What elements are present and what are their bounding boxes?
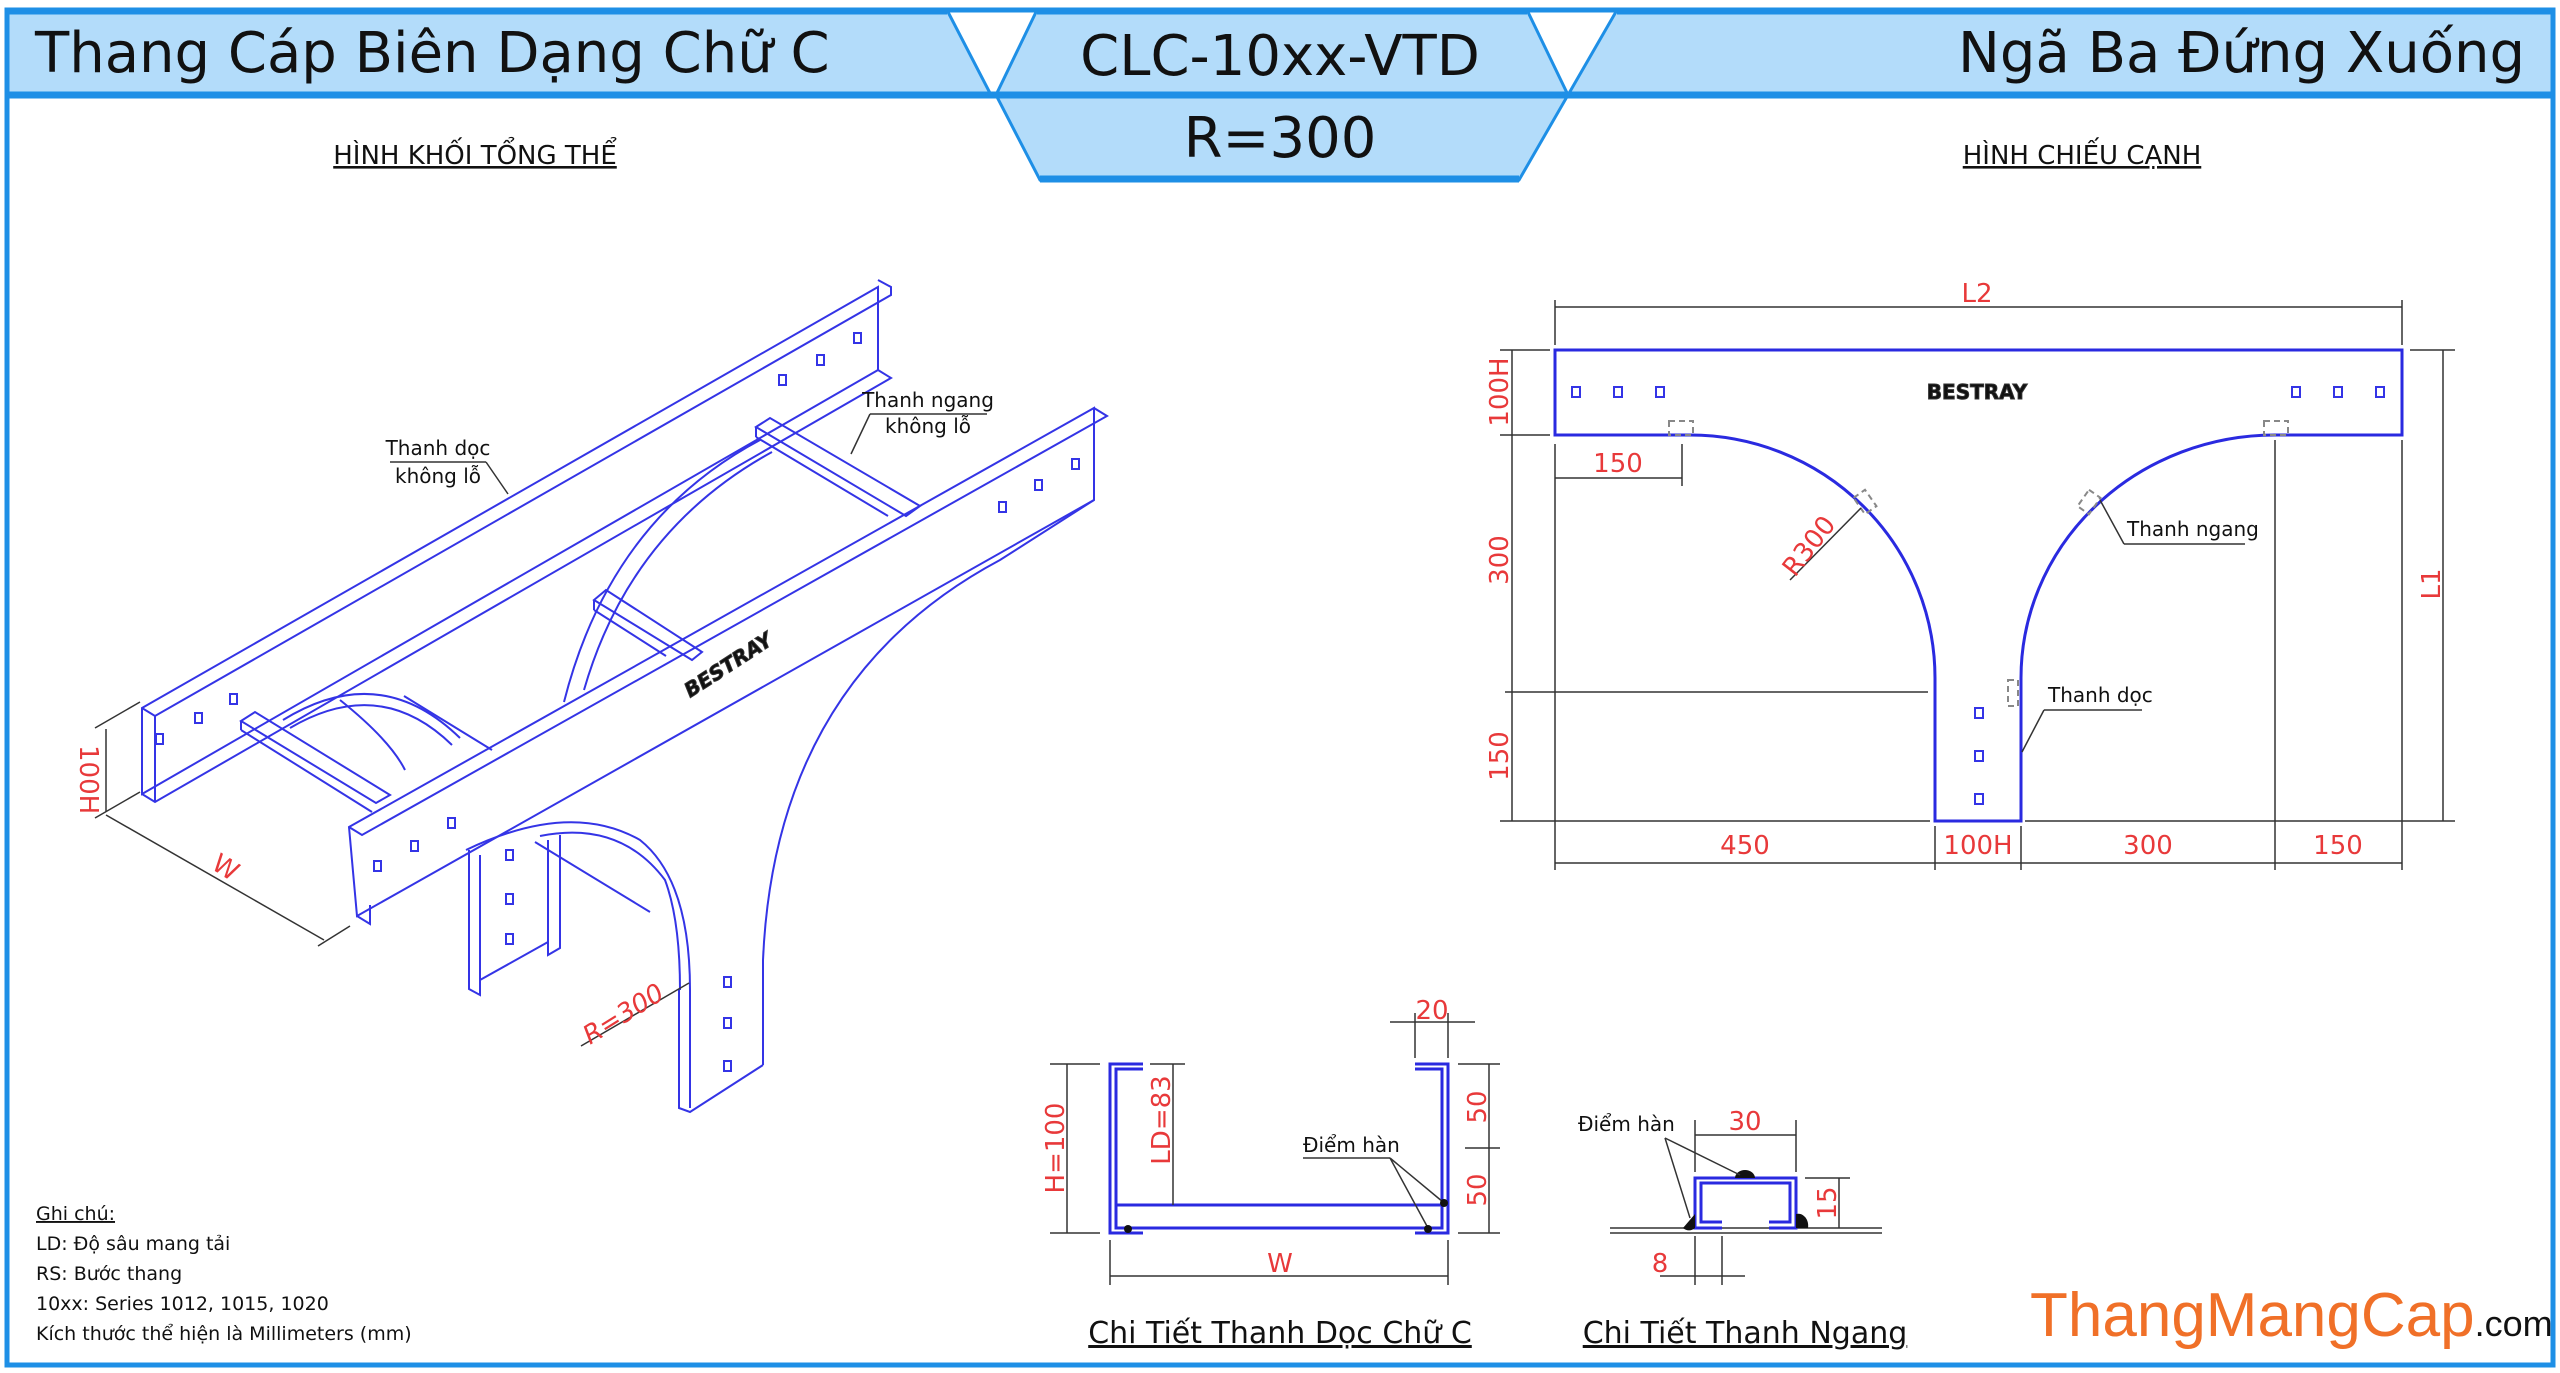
dim-100h-left: 100H [1485,357,1515,426]
dim-l1: L1 [2417,568,2447,599]
side-view-drawing: BESTRAY L2 L1 100H 300 150 150 R300 450 … [1485,279,2455,870]
iso-view-title: HÌNH KHỐI TỔNG THỂ [333,136,617,171]
iso-holes [155,332,1080,1072]
c-channel-detail: H=100 LD=83 20 50 50 W Điểm hàn Chi Tiết… [1041,996,1500,1351]
label-rung-line1: Thanh ngang [861,388,994,412]
iso-dim-height: 100H [73,745,103,814]
note-line: 10xx: Series 1012, 1015, 1020 [36,1293,329,1315]
dim-bottom-300: 300 [2123,831,2173,861]
dim-8: 8 [1652,1249,1669,1279]
label-rung-line2: không lỗ [885,414,971,438]
header-code: CLC-10xx-VTD [1080,24,1480,89]
side-brand-logo: BESTRAY [1927,380,2028,404]
side-view-title: HÌNH CHIẾU CẠNH [1963,136,2202,171]
dim-w: W [1267,1249,1293,1279]
iso-brand-logo: BESTRAY [680,626,779,702]
rung-detail-title: Chi Tiết Thanh Ngang [1583,1316,1908,1351]
header-radius: R=300 [1184,106,1377,171]
sheet-border [4,7,2556,1368]
note-line: RS: Bước thang [36,1263,182,1285]
c-detail-title: Chi Tiết Thanh Dọc Chữ C [1088,1316,1472,1351]
notes-block: Ghi chú: LD: Độ sâu mang tải RS: Bước th… [36,1203,412,1345]
header-left-title: Thang Cáp Biên Dạng Chữ C [34,21,830,86]
dim-ld83: LD=83 [1147,1075,1177,1164]
dim-l2: L2 [1961,279,1992,309]
dim-50-top: 50 [1463,1090,1493,1123]
header-right-title: Ngã Ba Đứng Xuống [1958,21,2525,86]
svg-text:ThangMangCap.com: ThangMangCap.com [2030,1281,2553,1350]
dim-15: 15 [1813,1186,1843,1219]
dim-h100: H=100 [1041,1103,1071,1194]
c-weld-label: Điểm hàn [1303,1133,1400,1157]
dim-50-bottom: 50 [1463,1173,1493,1206]
label-rail-line2: không lỗ [395,464,481,488]
dim-bottom-150: 150 [2313,831,2363,861]
site-logo: ThangMangCap.com [2030,1281,2553,1350]
dim-bottom-100h: 100H [1943,831,2012,861]
notes-heading: Ghi chú: [36,1203,115,1225]
rung-weld-label: Điểm hàn [1578,1112,1675,1136]
dim-20: 20 [1415,996,1448,1026]
iso-view-drawing: BESTRAY Thanh dọc không lỗ Thanh ngang k… [73,279,1109,1114]
side-label-rung: Thanh ngang [2126,517,2259,541]
dim-bottom-450: 450 [1720,831,1770,861]
dim-150-left: 150 [1485,731,1515,781]
rung-detail: 30 15 8 Điểm hàn Chi Tiết Thanh Ngang [1578,1107,1907,1351]
note-line: Kích thước thể hiện là Millimeters (mm) [36,1323,412,1345]
side-label-rail: Thanh dọc [2047,683,2153,707]
dim-30: 30 [1728,1107,1761,1137]
label-rail-line1: Thanh dọc [385,436,491,460]
iso-dim-width: W [206,848,244,887]
iso-dim-radius: R=300 [578,978,670,1051]
dim-300-left: 300 [1485,535,1515,585]
title-block: Thang Cáp Biên Dạng Chữ C CLC-10xx-VTD R… [6,7,2554,183]
dim-r300: R300 [1777,510,1842,582]
dim-150-top: 150 [1593,449,1643,479]
note-line: LD: Độ sâu mang tải [36,1233,230,1255]
